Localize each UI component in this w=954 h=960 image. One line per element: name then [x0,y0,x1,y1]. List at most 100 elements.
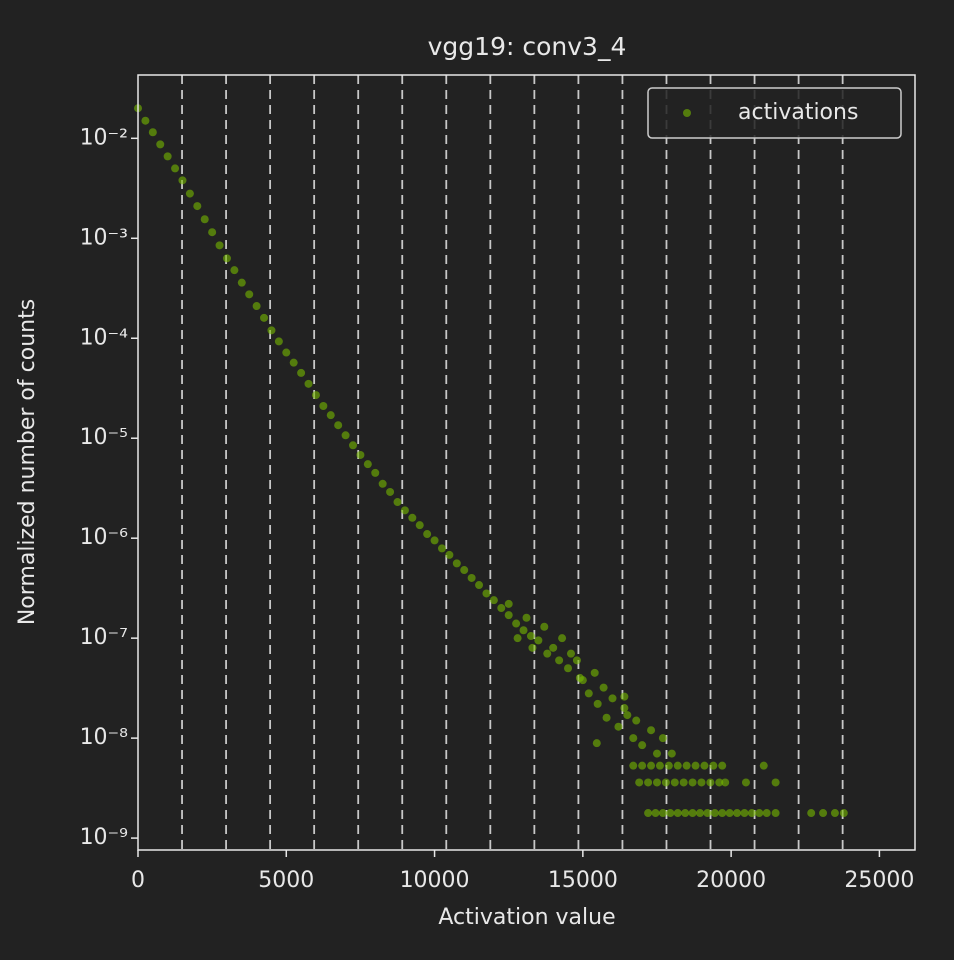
data-point [349,441,358,450]
data-point [635,778,644,787]
data-point [408,513,417,522]
data-point [762,809,771,818]
data-point [163,152,172,161]
data-point [623,711,632,720]
data-point [237,278,246,287]
data-point [666,809,675,818]
x-tick-label: 20000 [696,868,766,893]
data-point [341,431,350,440]
data-point [620,704,629,713]
data-point [578,676,587,685]
data-point [215,241,224,250]
data-point [564,664,573,673]
data-point [679,778,688,787]
y-axis-label: Normalized number of counts [15,299,40,625]
data-point [178,176,187,185]
data-point [725,809,734,818]
data-point [475,581,484,590]
data-point [393,498,402,507]
x-tick-label: 0 [131,868,145,893]
data-point [710,809,719,818]
data-point [297,368,306,377]
data-point [614,722,623,731]
data-point [771,778,780,787]
data-point [629,761,638,770]
data-point [311,391,320,400]
data-point [363,460,372,469]
data-point [682,761,691,770]
data-point [697,778,706,787]
data-point [260,313,269,322]
data-point [673,761,682,770]
data-point [721,778,730,787]
data-point [549,643,558,652]
y-tick-label: 10⁻⁹ [80,825,128,850]
data-point [590,668,599,677]
y-tick-label: 10⁻⁷ [80,625,128,650]
data-point [706,778,715,787]
data-point [534,636,543,645]
data-point [655,761,664,770]
data-point [602,713,611,722]
y-tick-label: 10⁻⁶ [80,525,129,550]
data-point [620,692,629,701]
data-point [156,140,165,149]
data-point [658,734,667,743]
data-point [445,550,454,559]
data-point [566,649,575,658]
data-point [664,761,673,770]
data-point [658,809,667,818]
data-point [771,809,780,818]
y-tick-label: 10⁻⁸ [80,725,129,750]
data-point [644,778,653,787]
x-tick-label: 10000 [400,868,470,893]
x-tick-label: 5000 [258,868,314,893]
data-point [200,215,209,224]
data-point [700,761,709,770]
data-point [703,809,712,818]
data-point [733,809,742,818]
data-point [558,634,567,643]
data-point [497,604,506,613]
data-point [452,559,461,568]
data-point [371,468,380,477]
data-point [245,290,254,299]
data-point [688,809,697,818]
data-point [289,358,298,367]
data-point [356,450,365,459]
x-axis-label: Activation value [438,905,615,930]
data-point [673,809,682,818]
data-point [830,809,839,818]
data-point [400,506,409,515]
data-point [839,809,848,818]
data-point [504,611,513,620]
data-point [415,521,424,530]
data-point [807,809,816,818]
data-point [740,809,749,818]
legend-box [647,87,902,139]
data-point [528,643,537,652]
data-point [482,589,491,598]
chart-title: vgg19: conv3_4 [428,32,627,61]
data-point [644,809,653,818]
data-point [378,479,387,488]
data-point [718,809,727,818]
data-point [555,656,564,665]
plot-frame [137,74,916,851]
data-point [513,634,522,643]
data-point [715,778,724,787]
data-point [526,632,535,641]
data-point [437,544,446,553]
data-point [304,379,313,388]
data-point [171,164,180,173]
data-point [467,573,476,582]
data-point [652,778,661,787]
data-point [651,809,660,818]
data-point [423,530,432,539]
data-point [274,337,283,346]
y-tick-label: 10⁻³ [80,225,128,250]
data-point [592,739,601,748]
